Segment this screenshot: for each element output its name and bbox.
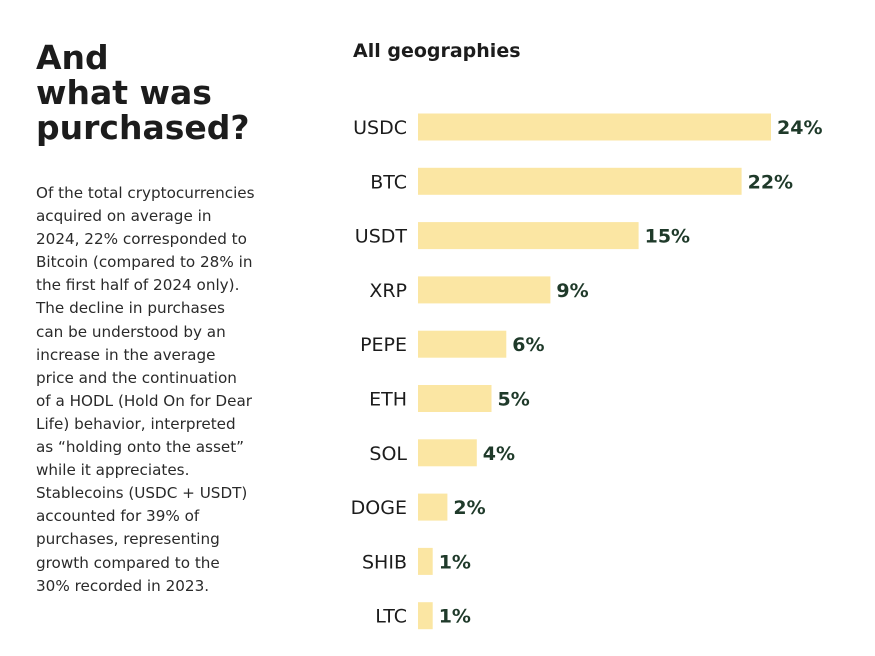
paragraph-line: increase in the average — [36, 345, 216, 364]
value-label: 5% — [498, 389, 530, 411]
paragraph-line: Of the total cryptocurrencies — [36, 184, 255, 202]
bar-usdc — [418, 113, 771, 141]
value-label: 24% — [777, 117, 822, 139]
category-label: PEPE — [360, 334, 407, 356]
value-label: 6% — [512, 334, 544, 356]
value-label: 15% — [645, 226, 690, 248]
paragraph-line: can be understood by an — [36, 322, 226, 341]
bar-usdt — [418, 222, 639, 250]
paragraph-line: price and the continuation — [36, 368, 237, 387]
chart-title: All geographies — [353, 40, 521, 62]
paragraph-line: Bitcoin (compared to 28% in — [36, 253, 253, 272]
heading-line: purchased? — [36, 108, 250, 147]
paragraph-line: of a HODL (Hold On for Dear — [36, 391, 252, 410]
bar-xrp — [418, 276, 551, 304]
bar-shib — [418, 547, 433, 575]
category-label: XRP — [369, 280, 407, 302]
paragraph-line: growth compared to the — [36, 553, 220, 572]
heading-line: what was — [36, 73, 212, 112]
value-label: 1% — [439, 606, 471, 628]
description-paragraph: Of the total cryptocurrencies acquired o… — [36, 182, 298, 598]
bar-btc — [418, 167, 742, 195]
value-label: 1% — [439, 551, 471, 573]
category-label: USDT — [355, 226, 408, 248]
paragraph-line: purchases, representing — [36, 530, 220, 549]
category-label: BTC — [370, 171, 407, 193]
bar-sol — [418, 439, 477, 467]
heading-line: And — [36, 38, 109, 77]
bar-ltc — [418, 602, 433, 630]
paragraph-line: 30% recorded in 2023. — [36, 576, 210, 595]
bar-eth — [418, 385, 492, 412]
category-label: SOL — [369, 443, 407, 465]
paragraph-line: as “holding onto the asset” — [36, 438, 245, 457]
category-label: SHIB — [362, 551, 407, 573]
category-label: LTC — [375, 606, 407, 628]
paragraph-line: Stablecoins (USDC + USDT) — [36, 484, 248, 503]
category-label: DOGE — [351, 497, 407, 519]
paragraph-line: Life) behavior, interpreted — [36, 414, 236, 433]
bar-pepe — [418, 330, 507, 358]
value-label: 4% — [483, 443, 515, 465]
bar-doge — [418, 493, 448, 521]
paragraph-line: while it appreciates. — [36, 461, 190, 480]
paragraph-line: accounted for 39% of — [36, 507, 200, 526]
page-heading: And what was purchased? — [36, 40, 316, 145]
category-label: ETH — [369, 389, 407, 411]
value-label: 22% — [748, 171, 793, 193]
paragraph-line: acquired on average in — [36, 207, 212, 226]
category-label: USDC — [353, 117, 407, 139]
value-label: 2% — [453, 497, 485, 519]
paragraph-line: 2024, 22% corresponded to — [36, 230, 247, 249]
value-label: 9% — [556, 280, 588, 302]
paragraph-line: The decline in purchases — [36, 299, 225, 318]
paragraph-line: the first half of 2024 only). — [36, 276, 240, 295]
